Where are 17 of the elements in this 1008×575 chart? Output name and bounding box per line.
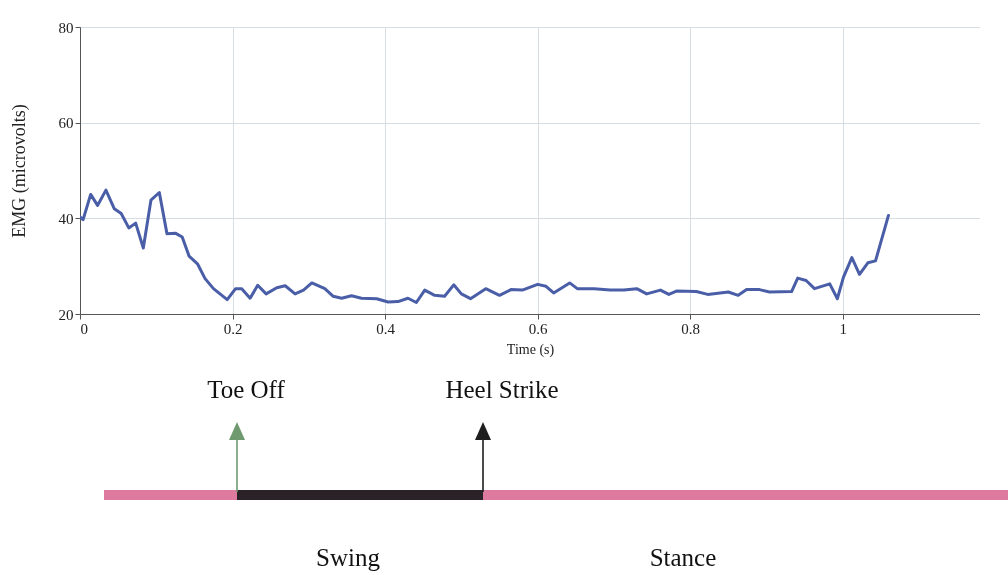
line-series — [80, 188, 890, 305]
x-tick-label: 0.4 — [376, 320, 396, 337]
text: Toe Off — [207, 375, 286, 403]
y-tick-label: 40 — [58, 210, 74, 227]
y-tick-label: 60 — [58, 115, 74, 132]
text: Heel Strike — [445, 375, 559, 403]
text: Swing — [316, 543, 381, 571]
y-tick-label: 80 — [58, 19, 74, 36]
text: Stance — [649, 543, 717, 571]
y-axis-title: EMG (microvolts) — [8, 104, 30, 238]
x-tick-label: 0.2 — [223, 320, 243, 337]
x-tick-label: 1 — [839, 320, 847, 337]
y-tick-label: 20 — [58, 306, 74, 323]
x-tick-label: 0.6 — [528, 320, 548, 337]
x-tick-label: 0.8 — [681, 320, 701, 337]
x-tick-label: 0 — [80, 320, 88, 337]
x-axis-title: Time (s) — [506, 341, 555, 358]
